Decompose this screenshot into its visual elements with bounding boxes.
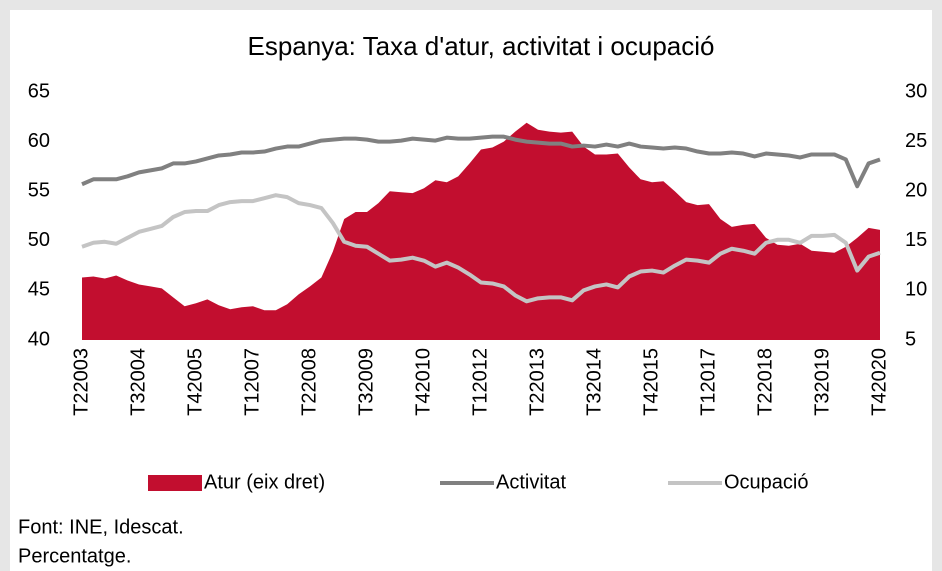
x-tick-label: T32019 [811, 348, 833, 416]
x-tick-label: T12017 [697, 348, 719, 416]
legend-label: Atur (eix dret) [204, 471, 325, 493]
x-tick-label: T32014 [583, 348, 605, 416]
y-tick-label: 50 [28, 229, 50, 251]
x-tick-label: T32009 [355, 348, 377, 416]
source-note: Font: INE, Idescat. [18, 516, 184, 538]
y2-tick-label: 15 [905, 229, 927, 251]
x-tick-label: T22018 [754, 348, 776, 416]
legend-swatch [148, 475, 202, 491]
area [82, 122, 880, 340]
unit-note: Percentatge. [18, 545, 131, 567]
line [81, 134, 881, 189]
x-tick-label: T22008 [298, 348, 320, 416]
legend-label: Ocupació [724, 471, 809, 493]
x-tick-label: T42020 [868, 348, 890, 416]
y-tick-label: 40 [28, 328, 50, 350]
x-tick-label: T42010 [412, 348, 434, 416]
y-tick-label: 65 [28, 80, 50, 102]
y-tick-label: 55 [28, 179, 50, 201]
x-tick-label: T22013 [526, 348, 548, 416]
y-tick-label: 45 [28, 279, 50, 301]
y2-tick-label: 30 [905, 80, 927, 102]
x-tick-label: T42005 [184, 348, 206, 416]
y-tick-label: 60 [28, 130, 50, 152]
line [81, 193, 881, 304]
x-tick-label: T12012 [469, 348, 491, 416]
x-tick-label: T12007 [241, 348, 263, 416]
x-tick-label: T32004 [127, 348, 149, 416]
y2-tick-label: 10 [905, 279, 927, 301]
chart-title: Espanya: Taxa d'atur, activitat i ocupac… [248, 31, 715, 61]
y2-tick-label: 20 [905, 179, 927, 201]
y2-tick-label: 5 [905, 328, 916, 350]
x-tick-label: T22003 [70, 348, 92, 416]
y2-tick-label: 25 [905, 130, 927, 152]
legend-label: Activitat [496, 471, 566, 493]
x-tick-label: T42015 [640, 348, 662, 416]
